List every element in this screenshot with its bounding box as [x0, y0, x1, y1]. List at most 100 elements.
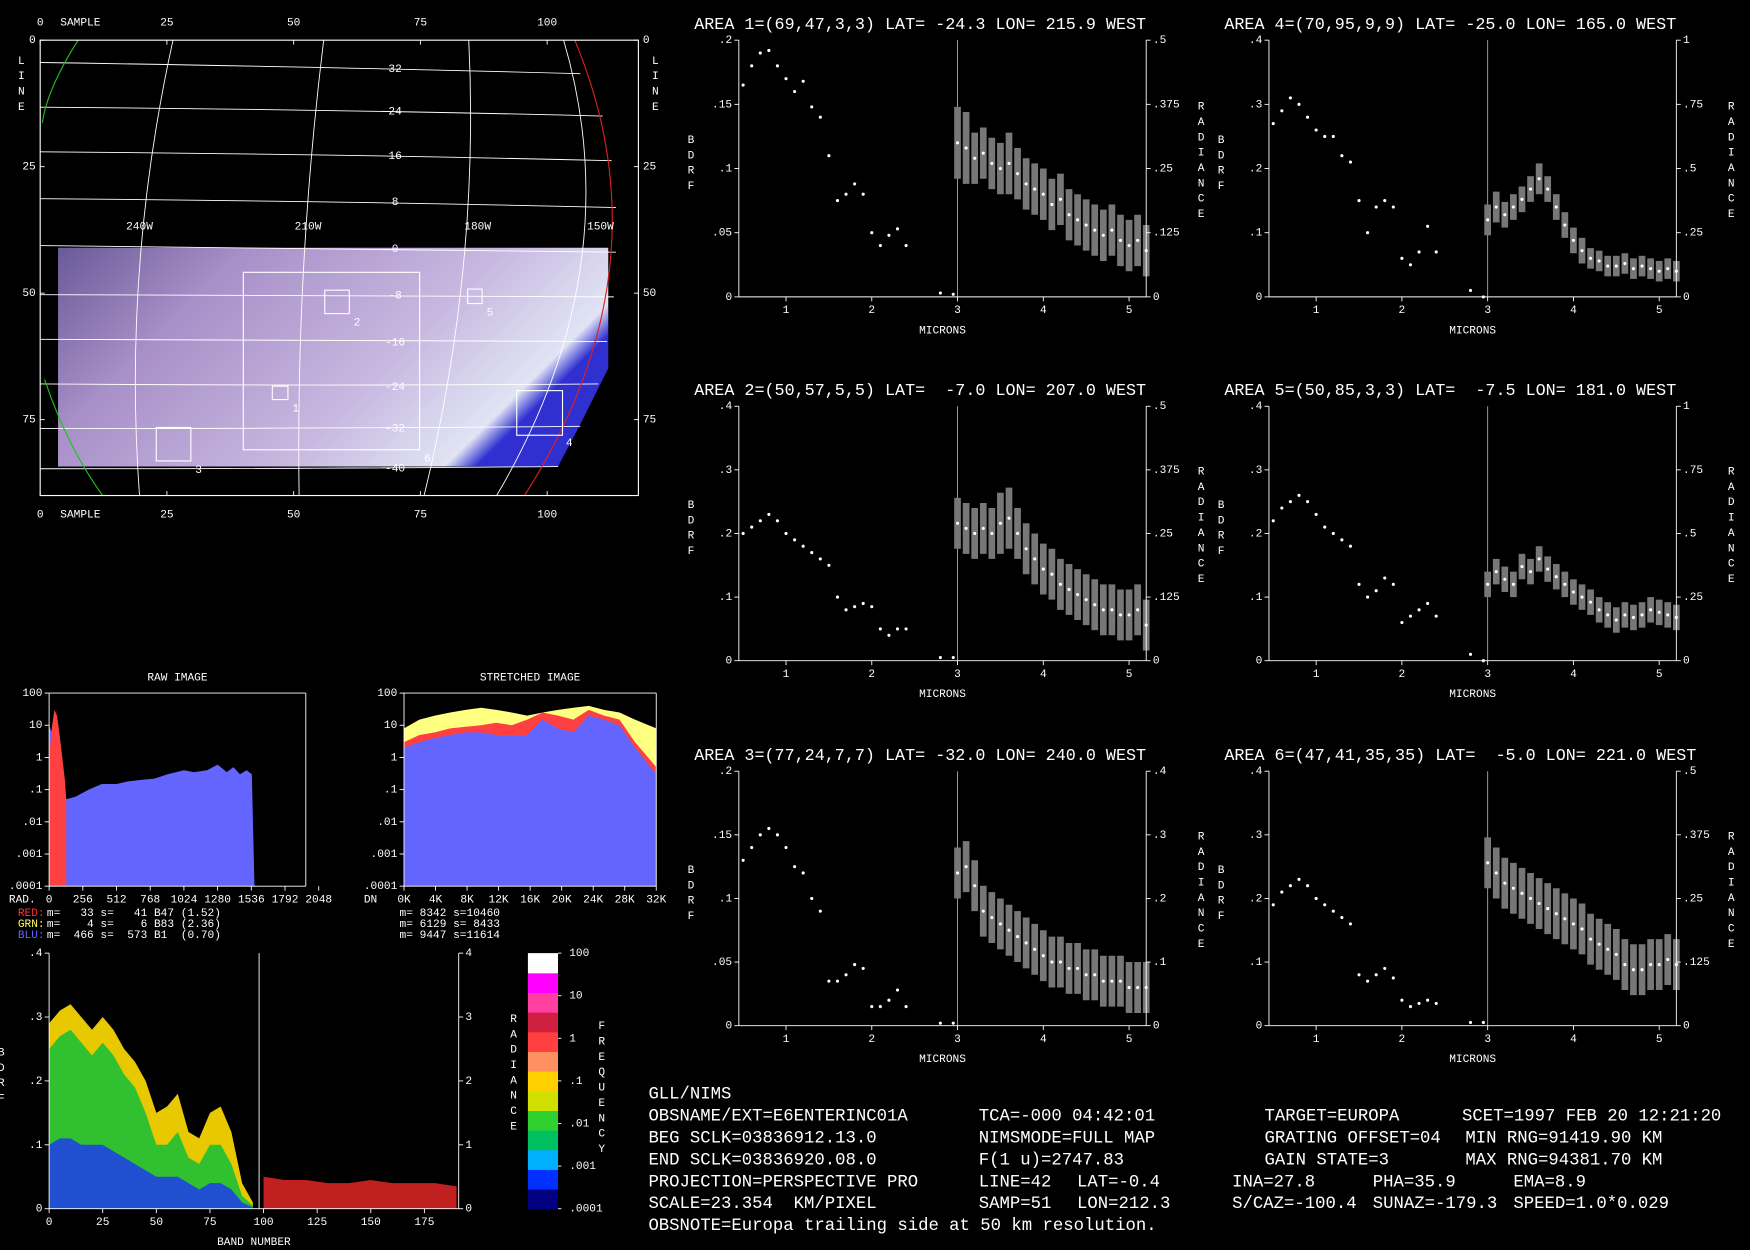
colorbar-swatch: [527, 972, 559, 994]
area: [263, 1176, 457, 1209]
data-point: [1666, 957, 1670, 962]
data-point: [810, 896, 814, 900]
data-point: [861, 601, 865, 606]
data-point: [1597, 608, 1601, 612]
y-tick-label: 0: [1256, 656, 1263, 668]
colorbar-swatch: [527, 1189, 559, 1210]
colorbar-swatch: [527, 1051, 559, 1072]
y-tick-label: .2: [719, 35, 732, 47]
data-point: [1041, 954, 1045, 958]
data-point: [1374, 205, 1378, 209]
area-label: 2: [354, 317, 361, 329]
x-tick-label: 75: [414, 509, 427, 521]
data-point: [1400, 620, 1404, 625]
data-point: [1434, 1001, 1438, 1005]
x-tick-label: 1792: [272, 895, 299, 907]
data-point: [1468, 288, 1473, 293]
y-tick-label: 1: [36, 752, 43, 764]
data-point: [1571, 590, 1575, 594]
y-tick-label: 50: [643, 288, 657, 300]
data-point: [981, 909, 985, 913]
y-axis-label: LINE: [649, 56, 661, 117]
colorbar-swatch: [527, 1130, 559, 1151]
colorbar-swatch: [527, 1031, 559, 1052]
data-point: [1348, 160, 1353, 164]
data-point: [758, 833, 762, 837]
x-axis-label: SAMPLE: [60, 17, 100, 29]
data-point: [1297, 493, 1301, 497]
colorbar-tick-label: .0001: [569, 1204, 603, 1216]
x-tick-label: 2: [1399, 1034, 1406, 1046]
data-point: [758, 519, 762, 523]
y2-tick-label: .25: [1683, 228, 1703, 240]
data-point: [1314, 512, 1318, 516]
data-point: [1058, 960, 1063, 964]
x-tick-label: 2: [868, 669, 875, 681]
x-tick-label: 4: [1040, 1034, 1047, 1046]
data-point: [750, 845, 754, 850]
colorbar-swatch: [527, 992, 559, 1013]
colorbar-tick-label: .1: [569, 1076, 583, 1088]
y-tick-label: 75: [22, 415, 35, 427]
info-text: SUNAZ=-179.3: [1373, 1195, 1497, 1214]
data-point: [1127, 613, 1131, 617]
area: [49, 709, 67, 887]
data-point: [810, 551, 814, 555]
data-point: [775, 833, 779, 837]
x-tick-label: 1536: [238, 895, 265, 907]
data-point: [1589, 600, 1593, 604]
data-point: [1528, 896, 1533, 900]
x-axis-label: MICRONS: [919, 1054, 966, 1066]
x-axis-label: MICRONS: [1449, 325, 1496, 337]
chart-title: AREA 3=(77,24,7,7) LAT= -32.0 LON= 240.0…: [694, 747, 1146, 766]
y2-tick-label: .75: [1683, 99, 1703, 111]
y2-tick-label: 0: [1683, 656, 1690, 668]
y-tick-label: .1: [29, 785, 43, 797]
y-tick-label: 50: [22, 288, 36, 300]
y-tick-label: .15: [712, 99, 732, 111]
data-point: [1033, 187, 1037, 191]
data-point: [1580, 595, 1584, 599]
data-point: [1067, 966, 1071, 970]
data-point: [1007, 928, 1011, 932]
data-point: [1271, 519, 1275, 523]
info-text: S/CAZ=-100.4: [1232, 1195, 1356, 1214]
data-point: [1016, 531, 1020, 536]
y-tick-label: .1: [1249, 957, 1263, 969]
data-point: [1323, 134, 1327, 139]
map-frame: [39, 39, 639, 497]
data-point: [1323, 903, 1327, 907]
x-tick-label: 50: [150, 1217, 164, 1229]
y2-axis-label: RADIANCE: [1195, 831, 1207, 954]
data-point: [1323, 525, 1327, 529]
data-point: [1101, 233, 1105, 237]
x-tick-label: 768: [140, 895, 160, 907]
data-point: [793, 89, 797, 94]
x-tick-label: 0: [37, 17, 44, 29]
stat-text: m= 8342 s=10460: [400, 908, 501, 920]
y-tick-label: .001: [16, 849, 43, 861]
y2-tick-label: 0: [1153, 656, 1160, 668]
y-tick-label: .15: [712, 830, 732, 842]
data-point: [775, 519, 779, 523]
info-text: SCET=1997 FEB 20 12:21:20: [1462, 1107, 1721, 1126]
data-point: [793, 865, 797, 869]
data-point: [835, 595, 840, 599]
x-axis-label: MICRONS: [1449, 689, 1496, 701]
y-tick-label: .3: [29, 1012, 42, 1024]
data-point: [1136, 608, 1140, 612]
data-point: [1024, 941, 1028, 945]
data-point: [1503, 881, 1507, 885]
info-text: INA=27.8: [1232, 1173, 1315, 1192]
x-tick-label: 2048: [305, 895, 332, 907]
data-point: [758, 51, 762, 55]
x-tick-label: 25: [160, 509, 173, 521]
x-tick-label: 12K: [489, 895, 509, 907]
data-point: [1007, 161, 1011, 165]
y2-tick-label: 1: [1683, 401, 1690, 413]
data-point: [1084, 223, 1088, 227]
data-point: [784, 77, 788, 81]
x-tick-label: 5: [1656, 669, 1663, 681]
y2-tick-label: .375: [1683, 830, 1710, 842]
data-point: [1076, 592, 1080, 597]
